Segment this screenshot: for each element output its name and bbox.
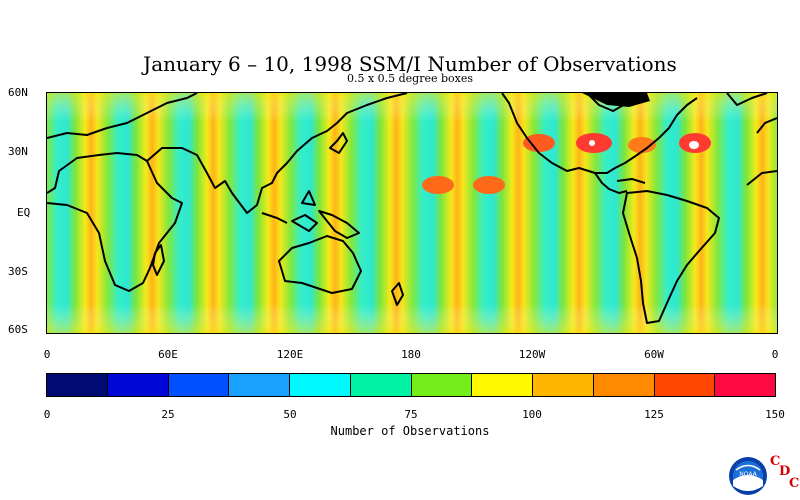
colorbar-label-75: 75 bbox=[404, 408, 418, 421]
colorbar-cell-6 bbox=[411, 374, 473, 396]
colorbar-cell-11 bbox=[715, 374, 775, 396]
lat-label-60s: 60S bbox=[8, 323, 28, 336]
observation-map bbox=[46, 92, 778, 334]
lon-label-60w: 60W bbox=[644, 348, 664, 361]
colorbar-cell-1 bbox=[107, 374, 169, 396]
colorbar-cell-2 bbox=[168, 374, 230, 396]
noaa-logo-text: NOAA bbox=[739, 471, 757, 478]
colorbar-cell-10 bbox=[654, 374, 716, 396]
lat-label-30n: 30N bbox=[8, 145, 28, 158]
colorbar-label-100: 100 bbox=[522, 408, 542, 421]
lat-label-30s: 30S bbox=[8, 265, 28, 278]
lon-label-0: 0 bbox=[43, 348, 51, 361]
colorbar-cell-9 bbox=[593, 374, 655, 396]
colorbar-cell-8 bbox=[533, 374, 594, 396]
page-subtitle: 0.5 x 0.5 degree boxes bbox=[346, 72, 474, 85]
lon-label-60e: 60E bbox=[158, 348, 178, 361]
lon-label-180: 180 bbox=[401, 348, 421, 361]
coastlines bbox=[47, 93, 777, 324]
colorbar-label-25: 25 bbox=[161, 408, 175, 421]
lon-label-120w: 120W bbox=[518, 348, 546, 361]
observation-map-svg bbox=[47, 93, 777, 333]
cdc-letter-c1: C bbox=[770, 454, 781, 469]
colorbar-cell-0 bbox=[47, 374, 108, 396]
noaa-logo-icon: NOAA bbox=[729, 457, 767, 495]
colorbar-cell-4 bbox=[290, 374, 351, 396]
lat-label-eq: EQ bbox=[17, 206, 31, 219]
colorbar-label-125: 125 bbox=[644, 408, 664, 421]
colorbar bbox=[46, 373, 776, 397]
colorbar-label-50: 50 bbox=[283, 408, 297, 421]
hotspot-group bbox=[422, 133, 711, 194]
lon-label-120e: 120E bbox=[276, 348, 304, 361]
lon-label-0-east: 0 bbox=[771, 348, 779, 361]
colorbar-cell-7 bbox=[472, 374, 533, 396]
colorbar-cell-3 bbox=[229, 374, 290, 396]
colorbar-label-0: 0 bbox=[43, 408, 51, 421]
cdc-letter-c2: C bbox=[789, 476, 800, 491]
colorbar-label-150: 150 bbox=[765, 408, 785, 421]
lat-label-60n: 60N bbox=[8, 86, 28, 99]
arctic-fill bbox=[582, 93, 650, 107]
colorbar-title: Number of Observations bbox=[330, 424, 490, 438]
cdc-letter-d: D bbox=[779, 464, 791, 479]
colorbar-cell-5 bbox=[350, 374, 412, 396]
page-title: January 6 – 10, 1998 SSM/I Number of Obs… bbox=[143, 52, 677, 76]
